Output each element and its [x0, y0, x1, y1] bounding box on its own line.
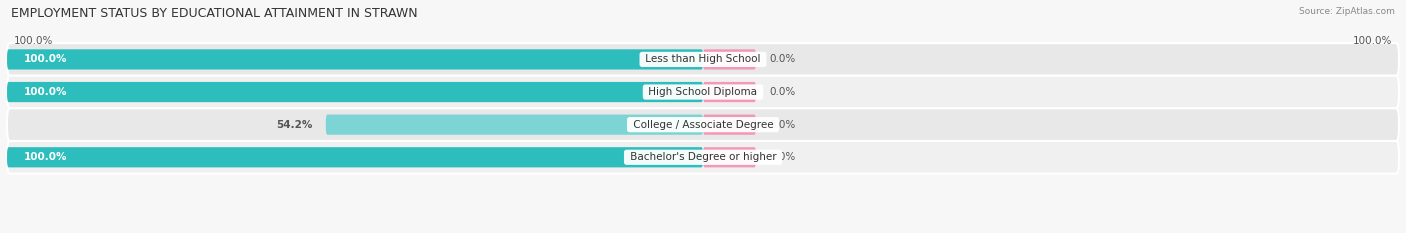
FancyBboxPatch shape	[7, 82, 703, 102]
Text: Bachelor's Degree or higher: Bachelor's Degree or higher	[627, 152, 779, 162]
Text: Less than High School: Less than High School	[643, 55, 763, 64]
FancyBboxPatch shape	[7, 49, 703, 69]
FancyBboxPatch shape	[703, 82, 756, 102]
FancyBboxPatch shape	[7, 147, 703, 167]
FancyBboxPatch shape	[7, 108, 1399, 141]
Text: 100.0%: 100.0%	[24, 55, 67, 64]
FancyBboxPatch shape	[7, 141, 1399, 174]
FancyBboxPatch shape	[703, 49, 756, 69]
Text: Source: ZipAtlas.com: Source: ZipAtlas.com	[1299, 7, 1395, 16]
FancyBboxPatch shape	[7, 43, 1399, 76]
Text: EMPLOYMENT STATUS BY EDUCATIONAL ATTAINMENT IN STRAWN: EMPLOYMENT STATUS BY EDUCATIONAL ATTAINM…	[11, 7, 418, 20]
Text: College / Associate Degree: College / Associate Degree	[630, 120, 776, 130]
Text: 0.0%: 0.0%	[769, 120, 796, 130]
Text: High School Diploma: High School Diploma	[645, 87, 761, 97]
Text: 100.0%: 100.0%	[14, 36, 53, 46]
FancyBboxPatch shape	[326, 115, 703, 135]
Text: 100.0%: 100.0%	[1353, 36, 1392, 46]
Text: 0.0%: 0.0%	[769, 55, 796, 64]
Text: 100.0%: 100.0%	[24, 152, 67, 162]
Text: 100.0%: 100.0%	[24, 87, 67, 97]
Text: 0.0%: 0.0%	[769, 87, 796, 97]
Text: 0.0%: 0.0%	[769, 152, 796, 162]
FancyBboxPatch shape	[7, 76, 1399, 108]
FancyBboxPatch shape	[703, 115, 756, 135]
Text: 54.2%: 54.2%	[276, 120, 312, 130]
FancyBboxPatch shape	[703, 147, 756, 167]
